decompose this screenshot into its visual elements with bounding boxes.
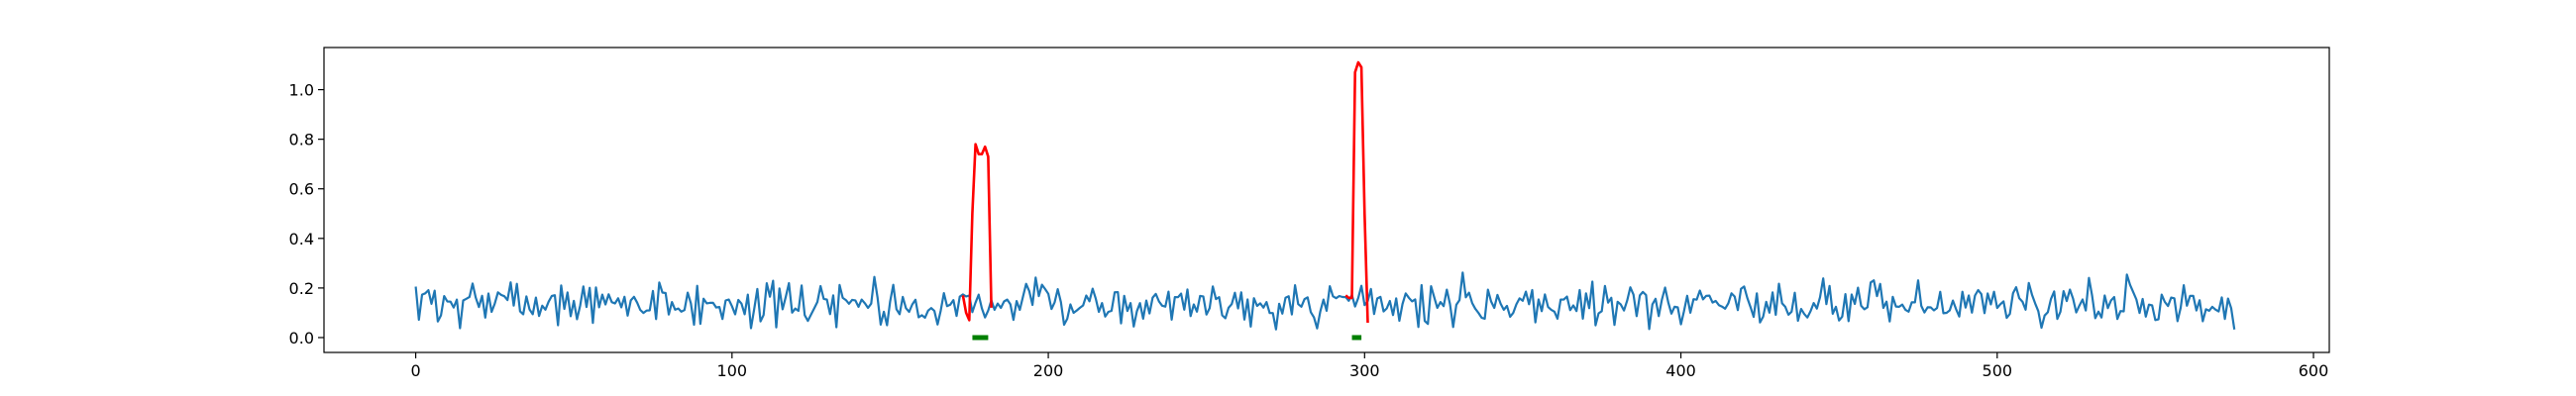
y-tick-label: 0.0 bbox=[289, 329, 314, 347]
x-tick-label: 500 bbox=[1983, 361, 2013, 380]
signal-line bbox=[414, 271, 2236, 331]
x-tick-label: 0 bbox=[410, 361, 420, 380]
x-tick-label: 100 bbox=[717, 361, 748, 380]
y-tick-label: 1.0 bbox=[289, 81, 314, 100]
x-tick-label: 200 bbox=[1033, 361, 1064, 380]
y-tick-label: 0.4 bbox=[289, 230, 314, 248]
y-tick-label: 0.6 bbox=[289, 180, 314, 199]
anomaly-line-2 bbox=[1344, 60, 1369, 324]
axes: 0 100 200 300 400 500 600 0.0 0.2 0.4 0.6 0.8 1.0 bbox=[289, 47, 2330, 380]
plot-area bbox=[414, 60, 2236, 341]
x-tick-label: 400 bbox=[1665, 361, 1696, 380]
x-tick-label: 600 bbox=[2299, 361, 2329, 380]
axes-frame bbox=[323, 47, 2330, 353]
y-tick-label: 0.2 bbox=[289, 279, 314, 298]
anomaly-line-1 bbox=[961, 143, 993, 322]
x-tick-label: 300 bbox=[1349, 361, 1380, 380]
y-tick-label: 0.8 bbox=[289, 131, 314, 149]
